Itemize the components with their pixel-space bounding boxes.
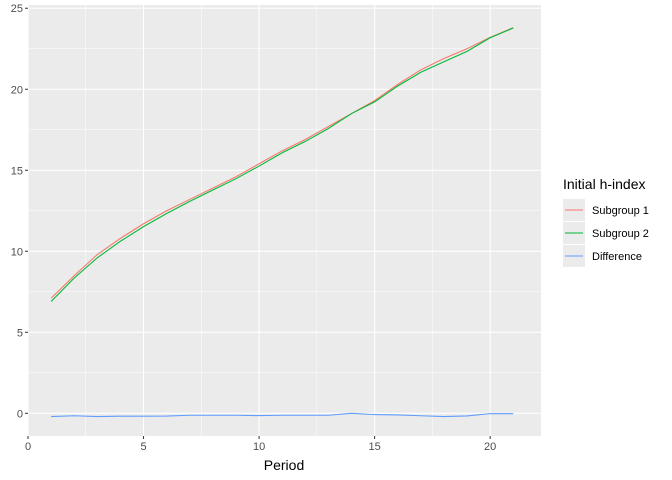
x-tick-label: 0 bbox=[25, 441, 31, 453]
y-tick-label: 0 bbox=[17, 408, 23, 420]
legend-item: Difference bbox=[563, 245, 642, 267]
x-tick-label: 15 bbox=[368, 441, 380, 453]
y-tick-label: 20 bbox=[11, 84, 23, 96]
series-line-subgroup-2 bbox=[50, 27, 514, 302]
y-tick-label: 15 bbox=[11, 165, 23, 177]
x-tick-label: 5 bbox=[140, 441, 146, 453]
y-tick-label: 25 bbox=[11, 3, 23, 15]
x-tick-label: 10 bbox=[253, 441, 265, 453]
series-line-difference bbox=[51, 412, 514, 418]
legend-item: Subgroup 1 bbox=[563, 199, 649, 221]
series-line-subgroup-1 bbox=[50, 27, 514, 299]
x-tick-label: 20 bbox=[484, 441, 496, 453]
y-tick-label: 10 bbox=[11, 246, 23, 258]
y-tick-label: 5 bbox=[17, 327, 23, 339]
legend-item: Subgroup 2 bbox=[563, 222, 649, 244]
legend-label: Subgroup 2 bbox=[592, 228, 649, 240]
legend-title: Initial h-index bbox=[563, 176, 646, 192]
legend: Initial h-index Subgroup 1 Subgroup 2 Diff… bbox=[563, 176, 649, 267]
x-axis-label: Period bbox=[264, 457, 304, 473]
legend-label: Difference bbox=[592, 251, 642, 263]
plot-panel bbox=[28, 5, 541, 436]
legend-label: Subgroup 1 bbox=[592, 205, 649, 217]
